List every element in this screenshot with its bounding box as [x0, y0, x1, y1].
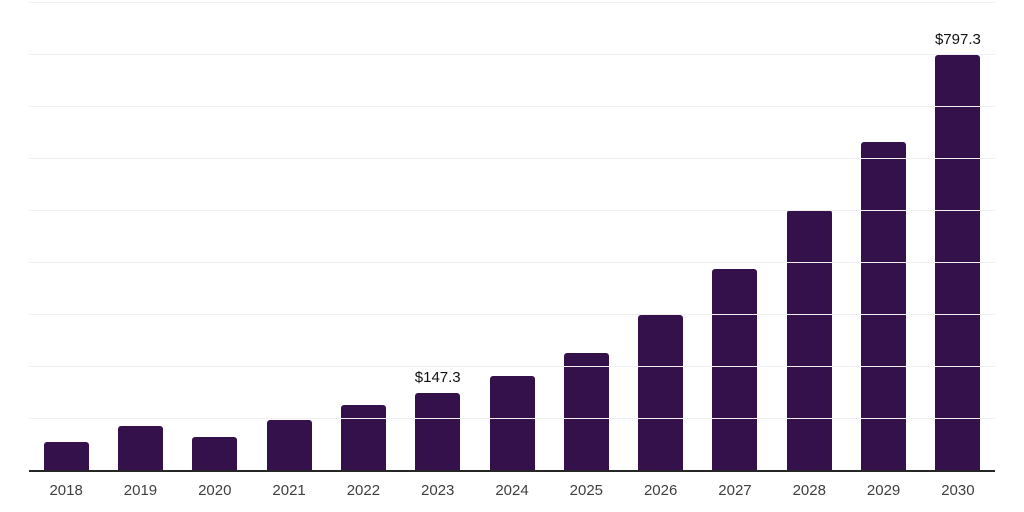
- bar-column-2018: [29, 2, 103, 470]
- value-label-2030: $797.3: [934, 31, 981, 49]
- gridline: [29, 158, 995, 159]
- bar-2019: [117, 425, 163, 470]
- x-tick-2026: 2026: [643, 482, 678, 499]
- bar-column-2025: [549, 2, 623, 470]
- x-tick-2029: 2029: [866, 482, 901, 499]
- gridline: [29, 2, 995, 3]
- x-tick-2018: 2018: [49, 482, 83, 499]
- bar-column-2026: [624, 2, 698, 470]
- bar-2021: [266, 420, 312, 470]
- x-tick-2030: 2030: [941, 482, 975, 499]
- gridline: [29, 54, 995, 55]
- bar-2022: [340, 405, 386, 470]
- x-tick-2019: 2019: [123, 482, 158, 499]
- x-tick-2024: 2024: [495, 482, 529, 499]
- bar-2018: [43, 441, 89, 470]
- bar-2020: [192, 437, 238, 470]
- bar-2025: [563, 352, 609, 470]
- bar-column-2024: [475, 2, 549, 470]
- bar-column-2029: [846, 2, 920, 470]
- bar-column-2023: $147.3: [401, 2, 475, 470]
- bar-2029: [861, 141, 907, 470]
- x-tick-2028: 2028: [792, 482, 826, 499]
- bar-column-2028: [772, 2, 846, 470]
- bar-column-2021: [252, 2, 326, 470]
- gridline: [29, 366, 995, 367]
- bar-2026: [638, 315, 684, 470]
- gridline: [29, 262, 995, 263]
- bar-column-2019: [103, 2, 177, 470]
- gridline: [29, 106, 995, 107]
- x-tick-2020: 2020: [198, 482, 232, 499]
- bar-column-2022: [326, 2, 400, 470]
- gridline: [29, 210, 995, 211]
- x-tick-2021: 2021: [272, 482, 306, 499]
- bar-2027: [712, 269, 758, 470]
- x-tick-2027: 2027: [718, 482, 752, 499]
- x-tick-2022: 2022: [346, 482, 381, 499]
- bar-2024: [489, 375, 535, 470]
- gridline: [29, 314, 995, 315]
- bar-2023: [415, 393, 461, 470]
- bar-column-2030: $797.3: [921, 2, 995, 470]
- x-tick-2025: 2025: [569, 482, 604, 499]
- value-label-2023: $147.3: [414, 369, 461, 387]
- x-axis: 2018 2019 2020 2021 2022 2023 2024 2025 2026 2027…: [29, 482, 995, 499]
- bar-2028: [786, 210, 832, 470]
- x-tick-2023: 2023: [421, 482, 455, 499]
- bar-column-2020: [178, 2, 252, 470]
- bar-column-2027: [698, 2, 772, 470]
- plot-area: $147.3 $797.3: [29, 2, 995, 472]
- gridline: [29, 418, 995, 419]
- bar-columns: $147.3 $797.3: [29, 2, 995, 470]
